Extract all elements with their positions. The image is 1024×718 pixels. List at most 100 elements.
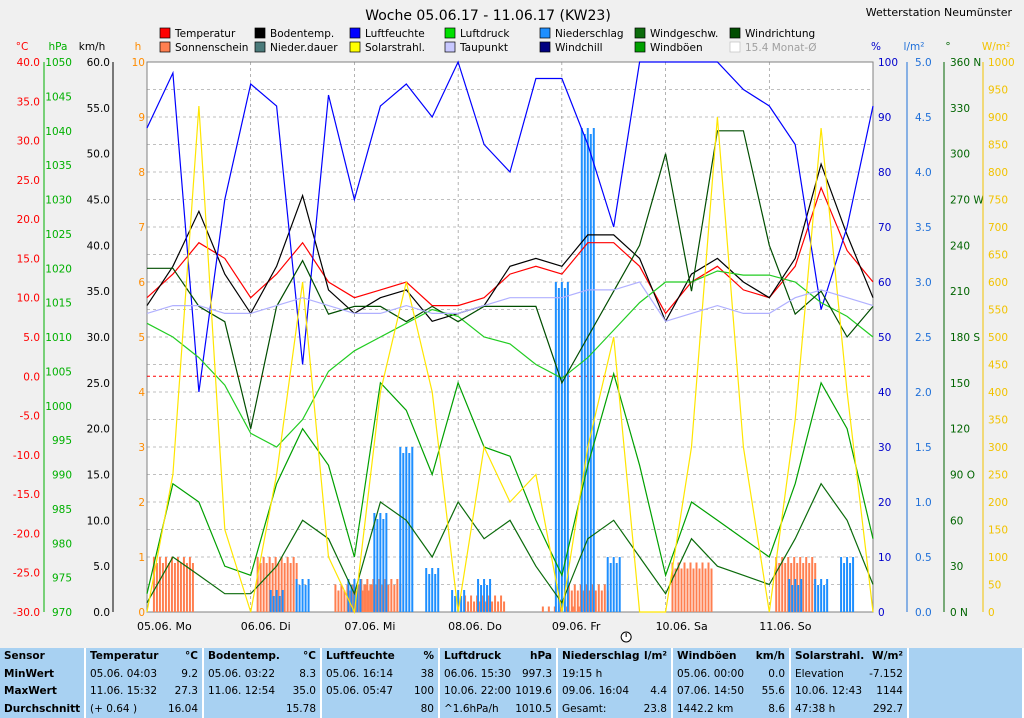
stat-value: 4.4: [650, 685, 667, 697]
stat-unit: W/m²: [872, 650, 903, 662]
axis-tick-dir: 240: [950, 240, 970, 252]
stat-value: 35.0: [292, 685, 316, 697]
x-axis-label: 06.06. Di: [241, 620, 291, 633]
axis-tick-solar: 800: [988, 167, 1008, 179]
green-square-icon: [444, 27, 456, 39]
bar: [600, 590, 603, 612]
bar: [775, 557, 778, 612]
blue-square-icon: [349, 27, 361, 39]
bar: [784, 563, 787, 612]
green-square-icon: [634, 41, 646, 53]
bar: [491, 601, 494, 612]
axis-unit-sun: h: [135, 41, 142, 53]
bar: [364, 584, 367, 612]
bar: [268, 557, 271, 612]
axis-tick-solar: 200: [988, 497, 1008, 509]
axis-unit-press: hPa: [49, 41, 68, 53]
axis-tick-solar: 50: [988, 580, 1001, 592]
bar: [158, 557, 161, 612]
axis-tick-press: 1005: [45, 366, 72, 378]
axis-tick-solar: 900: [988, 112, 1008, 124]
axis-tick-dir: 270 W: [950, 195, 984, 207]
stat-column-temperatur: Temperatur °C 05.06. 04:03 9.2 11.06. 15:32 2…: [86, 648, 204, 718]
axis-tick-sun: 3: [138, 442, 145, 454]
bar: [683, 562, 686, 612]
bar: [460, 596, 463, 612]
stat-column-header: Niederschlag l/m²: [558, 648, 671, 666]
axis-tick-press: 1040: [45, 126, 72, 138]
stat-value: 8.3: [299, 667, 316, 680]
stat-value: 292.7: [872, 702, 903, 715]
axis-tick-solar: 750: [988, 195, 1008, 207]
bar: [497, 601, 500, 612]
axis-tick-press: 1030: [45, 195, 72, 207]
bar: [583, 134, 586, 612]
bar: [797, 585, 800, 612]
bar: [283, 563, 286, 612]
axis-tick-sun: 7: [138, 222, 145, 234]
bar: [292, 557, 295, 612]
series-luftfeuchte: [146, 60, 874, 393]
yellow-square-icon: [349, 41, 361, 53]
axis-tick-solar: 300: [988, 442, 1008, 454]
bar: [298, 585, 301, 612]
stat-meta: Elevation: [795, 667, 844, 680]
bar: [788, 579, 791, 612]
legend-label: 15.4 Monat-Ø: [745, 42, 816, 54]
stat-meta: 05.06. 16:14: [326, 667, 393, 680]
bar: [451, 590, 454, 612]
stat-unit: °C: [303, 650, 316, 662]
black-square-icon: [254, 27, 266, 39]
bar: [566, 282, 569, 612]
axis-tick-rain: 2.5: [915, 332, 932, 344]
stat-value: 1144: [876, 685, 903, 697]
stat-meta: (+ 0.64 ): [90, 702, 138, 715]
bar: [808, 563, 811, 612]
axis-tick-solar: 650: [988, 250, 1008, 262]
legend-label: Windrichtung: [745, 28, 815, 40]
legend-label: Windgeschw.: [650, 28, 718, 40]
bar: [805, 557, 808, 612]
axis-tick-temp: 40.0: [17, 57, 40, 69]
axis-tick-wind: 15.0: [87, 470, 110, 482]
stat-value-row: 1442.2 km 8.6: [673, 701, 789, 718]
bar: [710, 568, 713, 612]
axis-tick-press: 1015: [45, 298, 72, 310]
bar: [402, 453, 405, 612]
stat-unit: °C: [185, 650, 198, 662]
bar: [385, 513, 388, 612]
axis-tick-solar: 100: [988, 552, 1008, 564]
axis-unit-temp: °C: [16, 41, 29, 53]
stat-name: Windböen: [677, 650, 737, 662]
axis-tick-temp: 5.0: [23, 332, 40, 344]
bar: [554, 282, 557, 612]
axis-tick-solar: 600: [988, 277, 1008, 289]
bar: [470, 595, 473, 612]
legend-label: Niederschlag: [555, 28, 624, 40]
bar: [170, 557, 173, 612]
stat-value: 38: [420, 667, 434, 680]
stat-value-row: 10.06. 22:00 1019.6: [440, 683, 556, 701]
stat-name: Luftdruck: [444, 650, 502, 662]
bar: [817, 585, 820, 612]
axis-tick-wind: 30.0: [87, 332, 110, 344]
axis-tick-rain: 3.0: [915, 277, 932, 289]
axis-tick-solar: 0: [988, 607, 995, 619]
axis-tick-press: 1025: [45, 229, 72, 241]
weather-chart: Woche 05.06.17 - 11.06.17 (KW23) Wetterst…: [13, 6, 1015, 643]
stat-value-row: 11.06. 15:32 27.3: [86, 683, 202, 701]
bar: [281, 590, 284, 612]
bar: [500, 595, 503, 612]
bar: [376, 519, 379, 612]
bar: [269, 590, 272, 612]
axis-tick-solar: 150: [988, 525, 1008, 537]
stat-value: 15.78: [285, 702, 316, 715]
stat-value-row: 19:15 h: [558, 666, 671, 684]
axis-tick-wind: 55.0: [87, 103, 110, 115]
bar: [473, 601, 476, 612]
bar: [152, 557, 155, 612]
chart-title: Woche 05.06.17 - 11.06.17 (KW23): [365, 8, 611, 24]
axis-tick-sun: 5: [138, 332, 145, 344]
stat-name: Bodentemp.: [208, 650, 280, 662]
bar: [425, 568, 428, 612]
